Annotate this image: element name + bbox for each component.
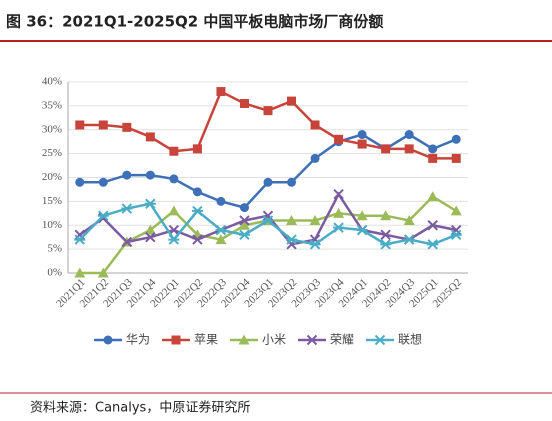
marker [215, 234, 227, 245]
marker [122, 170, 132, 180]
marker [380, 239, 392, 250]
marker [239, 215, 250, 226]
marker [310, 153, 320, 163]
marker [356, 224, 368, 236]
marker [145, 132, 155, 142]
series-line [79, 133, 457, 209]
marker [215, 224, 227, 236]
marker [192, 144, 202, 154]
marker [168, 205, 180, 216]
marker [381, 144, 391, 154]
y-tick-label: 40% [42, 76, 62, 88]
marker [144, 198, 156, 209]
marker [287, 177, 297, 187]
marker [309, 214, 321, 225]
marker [74, 234, 86, 245]
marker [380, 210, 392, 221]
marker [404, 130, 414, 140]
legend-marker [103, 335, 113, 345]
marker [450, 229, 462, 241]
legend-label: 荣耀 [330, 333, 354, 347]
marker [427, 191, 439, 202]
y-tick-label: 15% [42, 195, 62, 207]
marker [287, 96, 297, 106]
marker [356, 210, 368, 221]
marker [357, 130, 367, 140]
marker [333, 222, 345, 233]
marker [427, 220, 438, 231]
marker [144, 224, 156, 235]
legend-marker [306, 334, 318, 346]
marker [403, 214, 415, 225]
legend-marker [238, 334, 250, 345]
marker [262, 215, 274, 226]
marker [145, 170, 155, 180]
chart-title: 图 36：2021Q1-2025Q2 中国平板电脑市场厂商份额 [6, 13, 383, 31]
marker [427, 239, 439, 250]
marker [145, 231, 156, 243]
y-tick-label: 10% [42, 219, 62, 231]
legend-label: 小米 [262, 333, 286, 347]
marker [216, 87, 226, 97]
legend-marker [374, 334, 386, 346]
marker [333, 207, 345, 218]
marker [333, 189, 344, 200]
marker [191, 205, 203, 217]
marker [239, 98, 249, 108]
marker [263, 177, 273, 187]
marker [98, 120, 108, 130]
marker [192, 234, 203, 245]
marker [238, 229, 250, 241]
marker [310, 120, 320, 130]
marker [75, 177, 85, 187]
marker [97, 267, 109, 278]
legend-label: 华为 [126, 333, 150, 347]
marker [169, 174, 179, 184]
marker [404, 144, 414, 154]
y-tick-label: 35% [42, 99, 62, 111]
marker [74, 267, 86, 278]
marker [168, 234, 180, 245]
y-tick-label: 25% [42, 147, 62, 159]
marker [309, 239, 321, 250]
marker [75, 120, 85, 130]
marker [286, 234, 298, 245]
series-line [79, 89, 457, 160]
legend-label: 苹果 [194, 333, 218, 347]
series-line [79, 195, 457, 275]
marker [97, 210, 109, 221]
y-tick-label: 0% [47, 267, 62, 279]
marker [380, 229, 391, 241]
marker [286, 214, 298, 225]
marker [357, 139, 367, 149]
source: 资料来源：Canalys，中原证券研究所 [30, 400, 250, 416]
marker [121, 203, 133, 214]
marker [239, 203, 249, 213]
marker [216, 196, 226, 206]
marker [121, 236, 133, 248]
marker [169, 146, 179, 156]
marker [428, 153, 438, 163]
marker [428, 144, 438, 154]
marker [403, 234, 415, 245]
marker [451, 134, 461, 144]
y-tick-label: 5% [47, 243, 62, 255]
y-tick-label: 30% [42, 123, 62, 135]
marker [450, 205, 462, 216]
marker [192, 187, 202, 197]
legend-label: 联想 [398, 332, 422, 347]
marker [122, 122, 132, 132]
legend-marker [171, 335, 181, 345]
marker [238, 219, 250, 230]
y-tick-label: 20% [42, 171, 62, 183]
marker [451, 153, 461, 163]
marker [334, 134, 344, 144]
marker [263, 106, 273, 116]
marker [98, 177, 108, 187]
